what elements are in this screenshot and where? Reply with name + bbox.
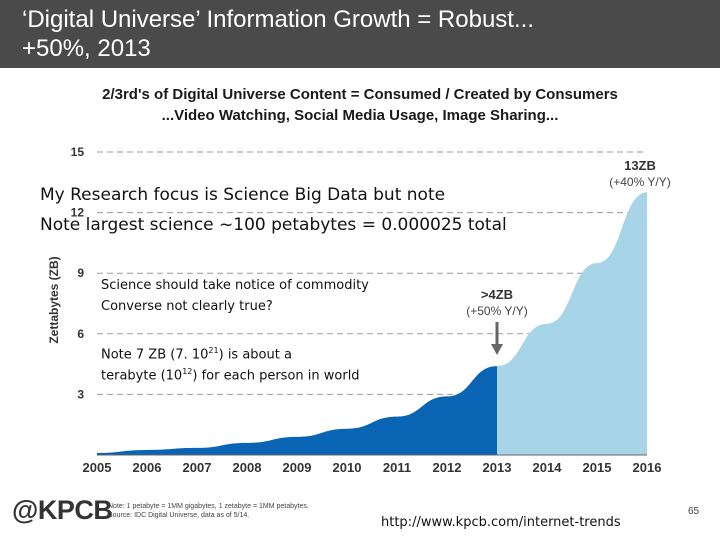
- annotation-sublabel: (+40% Y/Y): [609, 175, 670, 189]
- chart-title: 2/3rd's of Digital Universe Content = Co…: [102, 86, 618, 103]
- overlay-superscript: 21: [208, 346, 219, 355]
- area-series-actual: [97, 366, 497, 455]
- x-tick-label: 2009: [283, 460, 312, 475]
- x-tick-label: 2006: [133, 460, 162, 475]
- overlay-text: ) for each person in world: [192, 368, 360, 384]
- chart-subtitle: ...Video Watching, Social Media Usage, I…: [161, 107, 559, 124]
- source-url[interactable]: http://www.kpcb.com/internet-trends: [381, 515, 621, 530]
- footnote-source: Source: IDC Digital Universe, data as of…: [108, 512, 250, 519]
- y-tick-label: 3: [77, 387, 84, 401]
- x-tick-label: 2013: [483, 460, 512, 475]
- overlay-small-line-4: terabyte (1012) for each person in world: [101, 361, 360, 386]
- annotation-arrow-head: [491, 344, 503, 355]
- y-tick-label: 15: [71, 145, 85, 159]
- kpcb-logo: @KPCB: [12, 495, 113, 525]
- y-tick-label: 12: [71, 206, 85, 220]
- x-tick-label: 2010: [333, 460, 362, 475]
- slide-title-line-1: ‘Digital Universe’ Information Growth = …: [22, 6, 534, 33]
- x-tick-label: 2007: [183, 460, 212, 475]
- y-axis-label: Zettabytes (ZB): [47, 256, 61, 343]
- annotation-label: 13ZB: [624, 158, 656, 173]
- overlay-superscript: 12: [182, 367, 193, 376]
- page-number: 65: [688, 506, 700, 517]
- slide-title-line-2: +50%, 2013: [22, 35, 151, 62]
- x-tick-label: 2012: [433, 460, 462, 475]
- annotation-sublabel: (+50% Y/Y): [466, 304, 527, 318]
- overlay-note-line-2: Note largest science ~100 petabytes = 0.…: [40, 215, 507, 235]
- overlay-small-line-1: Science should take notice of commodity: [101, 278, 369, 293]
- y-tick-label: 9: [77, 266, 84, 280]
- x-tick-label: 2005: [83, 460, 112, 475]
- x-tick-label: 2015: [583, 460, 612, 475]
- x-tick-label: 2011: [383, 460, 411, 475]
- x-tick-label: 2016: [633, 460, 662, 475]
- overlay-text: ) is about a: [218, 347, 292, 363]
- overlay-text: Note 7 ZB (7. 10: [101, 347, 209, 363]
- area-series-projected: [497, 192, 647, 455]
- overlay-small-line-2: Converse not clearly true?: [101, 299, 273, 314]
- y-tick-label: 6: [77, 327, 84, 341]
- x-tick-label: 2008: [233, 460, 262, 475]
- footnote-definition: Note: 1 petabyte = 1MM gigabytes, 1 zeta…: [108, 503, 309, 510]
- x-tick-label: 2014: [533, 460, 563, 475]
- annotation-label: >4ZB: [481, 287, 513, 302]
- overlay-small-line-3: Note 7 ZB (7. 1021) is about a: [101, 340, 292, 365]
- overlay-text: terabyte (10: [101, 368, 183, 384]
- slide-header: ‘Digital Universe’ Information Growth = …: [0, 0, 720, 68]
- overlay-note-line-1: My Research focus is Science Big Data bu…: [40, 185, 446, 205]
